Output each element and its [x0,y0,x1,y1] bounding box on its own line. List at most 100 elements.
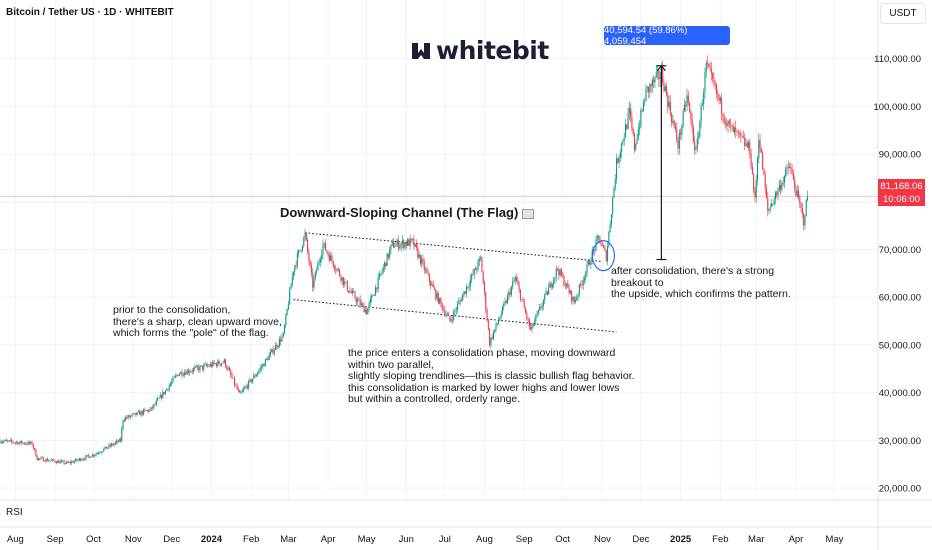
candle-body [590,262,592,265]
candle-body [513,280,515,282]
candle-body [339,270,341,276]
candle-body [512,281,514,287]
candle-body [771,203,773,207]
candle-body [721,98,723,114]
candle-body [52,459,54,461]
candle-body [426,269,428,273]
logo-text: whitebit [436,36,549,65]
candle-body [358,299,360,301]
candle-body [676,129,678,141]
candle-body [692,127,694,142]
candle-body [168,385,170,390]
x-tick-label: May [825,534,843,545]
candle-body [747,142,750,148]
pole-annotation[interactable]: prior to the consolidation, there's a sh… [113,304,282,339]
candle-body [521,299,523,301]
candle-body [450,319,452,321]
candle-body [269,351,271,355]
candle-body [44,461,46,463]
candle-body [234,378,236,385]
breakout-annotation[interactable]: after consolidation, there's a strong br… [611,265,791,300]
candle-body [413,238,415,247]
candle-body [471,274,473,280]
candle-body [126,417,128,419]
candle-body [322,244,324,255]
candle-body [805,199,807,217]
candle-body [674,126,677,130]
candle-body [244,387,246,389]
rsi-indicator-label[interactable]: RSI [6,507,23,518]
symbol-title[interactable]: Bitcoin / Tether US · 1D · WHITEBIT [6,7,174,18]
candle-body [285,314,287,326]
candle-body [753,174,755,191]
candle-body [449,315,451,321]
candle-body [259,368,261,371]
x-tick-label: Sep [47,534,64,545]
candle-body [3,441,5,442]
candle-body [656,70,659,73]
consolidation-annotation[interactable]: the price enters a consolidation phase, … [348,347,635,405]
candle-body [28,441,31,444]
candle-body [735,127,737,132]
x-tick-label: Aug [7,534,24,545]
candle-body [187,370,189,373]
candle-body [186,370,188,375]
candle-body [758,140,760,159]
candle-body [182,374,184,376]
candle-body [478,258,480,261]
candle-body [363,304,365,313]
candle-body [67,461,69,463]
candle-body [381,271,383,274]
candle-body [749,142,751,155]
candle-body [321,254,323,260]
candle-body [619,152,621,158]
flag-title-text: Downward-Sloping Channel (The Flag) [280,205,519,220]
candle-body [598,236,600,237]
candle-body [145,410,147,411]
candle-body [378,274,380,278]
candle-body [712,73,714,79]
candle-body [260,367,263,369]
candle-body [317,263,319,271]
candle-body [191,371,193,373]
candle-body [507,295,509,303]
candle-body [510,286,512,295]
candle-body [31,441,33,445]
candle-body [364,309,366,313]
candle-body [190,371,192,373]
candle-body [562,275,564,277]
candle-body [348,290,350,293]
candle-body [69,462,72,464]
y-axis[interactable]: 20,000.00 30,000.00 40,000.00 50,000.00 60,0… [873,54,921,494]
flag-title-annotation[interactable]: Downward-Sloping Channel (The Flag) [280,205,535,220]
candle-body [77,459,79,461]
candle-body [618,157,620,163]
candle-body [382,267,384,272]
y-tick-label: 90,000.00 [879,150,921,161]
candle-body [585,272,587,279]
candle-body [21,441,23,444]
candle-body [298,250,300,254]
candle-body [440,298,442,304]
candle-body [803,213,805,226]
candle-body [486,309,488,321]
candle-body [655,72,657,77]
candle-body [48,460,50,462]
candle-body [300,250,302,252]
candle-body [130,415,132,418]
x-axis[interactable]: Aug Sep Oct Nov Dec 2024 Feb Mar Apr May Jun Jul Aug… [7,534,844,545]
candle-body [549,283,551,288]
candle-body [369,298,371,303]
candle-body [731,124,733,126]
candle-body [632,128,634,135]
candle-body [357,299,359,303]
candle-body [201,365,204,370]
candle-body [314,271,316,279]
candle-body [355,298,357,303]
candle-body [699,121,701,138]
y-tick-label: 50,000.00 [879,340,921,351]
x-tick-label: Apr [321,534,336,545]
measure-label: 40,594.54 (59.86%) 4,059,454 [604,25,730,47]
currency-selector[interactable]: USDT [880,3,926,24]
